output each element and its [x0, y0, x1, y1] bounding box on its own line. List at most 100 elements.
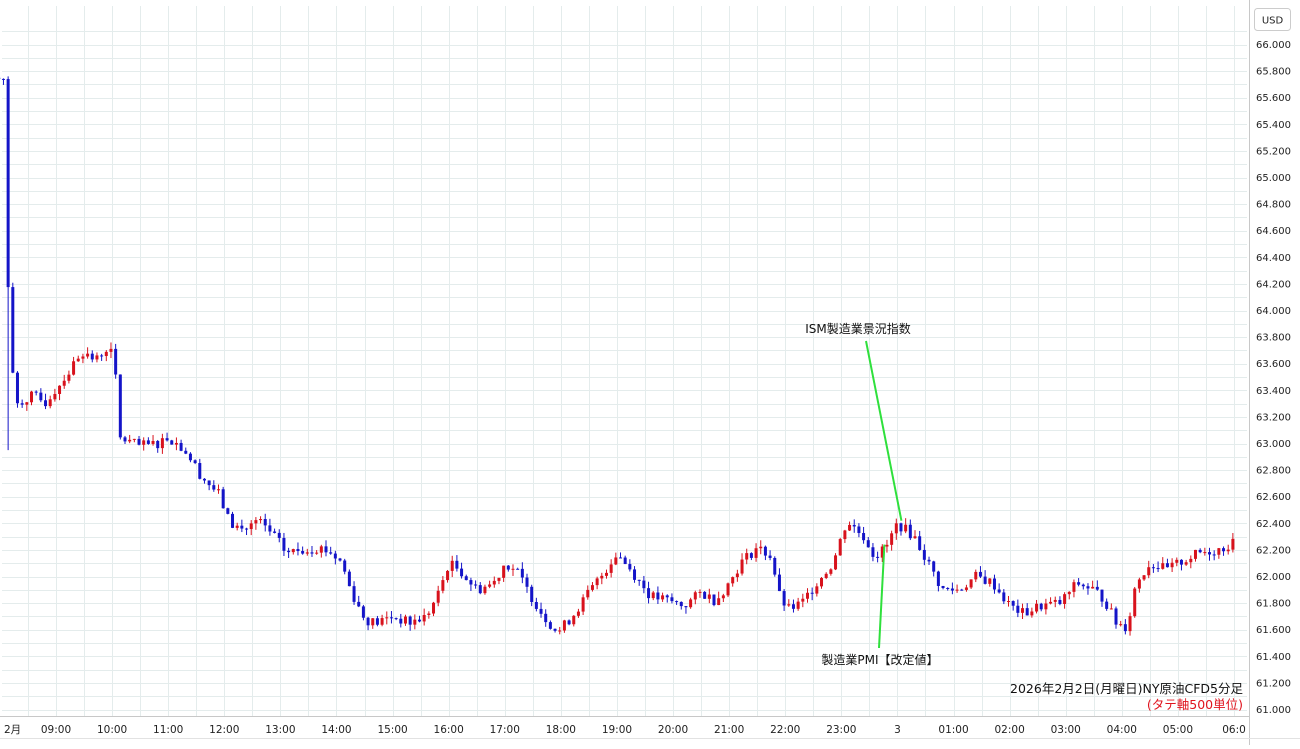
candle-body: [282, 538, 285, 551]
candle-body: [1105, 602, 1108, 609]
candle-body: [1012, 601, 1015, 606]
candle-body: [1180, 560, 1183, 565]
candle-body: [119, 374, 122, 437]
candle-body: [63, 381, 66, 386]
candle-body: [423, 615, 426, 621]
candle-body: [7, 79, 10, 287]
candle-body: [95, 355, 98, 359]
x-tick-label: 20:00: [658, 724, 688, 736]
candle-body: [731, 577, 734, 583]
candle-body: [951, 589, 954, 591]
candle-body: [1222, 548, 1225, 551]
y-tick-label: 64.400: [1256, 253, 1291, 264]
candle-body: [142, 440, 145, 444]
candle-body: [1058, 600, 1061, 604]
candle-body: [1124, 624, 1127, 631]
candle-body: [49, 399, 52, 406]
candle-body: [362, 606, 365, 617]
annotation-ism: ISM製造業景況指数: [805, 321, 911, 336]
candle-body: [437, 591, 440, 603]
candle-body: [2, 79, 5, 80]
candle-body: [479, 585, 482, 593]
candle-body: [1217, 548, 1220, 555]
candle-body: [717, 598, 720, 605]
x-tick-label: 12:00: [209, 724, 239, 736]
candle-body: [100, 355, 103, 356]
candle-body: [614, 557, 617, 564]
candle-body: [212, 485, 215, 489]
candle-body: [231, 514, 234, 528]
candle-body: [736, 574, 739, 578]
candle-body: [909, 525, 912, 538]
candle-body: [946, 588, 949, 589]
candle-body: [44, 400, 47, 406]
y-tick-label: 64.600: [1256, 226, 1291, 237]
candle-body: [956, 590, 959, 591]
candle-body: [577, 612, 580, 616]
candle-body: [932, 561, 935, 571]
candle-body: [787, 604, 790, 605]
candle-body: [427, 614, 430, 615]
candle-body: [156, 441, 159, 448]
x-tick-label: 21:00: [714, 724, 744, 736]
candle-body: [876, 557, 879, 558]
candle-body: [853, 525, 856, 527]
candle-body: [254, 520, 257, 523]
candle-body: [1049, 602, 1052, 604]
y-tick-label: 62.600: [1256, 492, 1291, 503]
candle-body: [801, 599, 804, 602]
candle-body: [39, 393, 42, 401]
candle-body: [1082, 585, 1085, 587]
candle-body: [128, 440, 131, 442]
x-tick-label: 15:00: [377, 724, 407, 736]
candle-body: [741, 560, 744, 574]
candle-body: [1016, 606, 1019, 613]
x-tick-label: 16:00: [434, 724, 464, 736]
x-tick-label: 01:00: [938, 724, 968, 736]
candle-body: [198, 463, 201, 479]
candle-body: [689, 599, 692, 607]
candle-body: [123, 437, 126, 441]
candle-body: [488, 584, 491, 586]
candle-body: [544, 614, 547, 622]
candle-body: [1068, 592, 1071, 594]
candle-body: [226, 508, 229, 514]
candle-body: [862, 533, 865, 540]
candle-body: [446, 571, 449, 580]
candle-body: [58, 386, 61, 394]
candle-body: [166, 438, 169, 440]
candle-body: [984, 577, 987, 584]
candle-body: [829, 569, 832, 573]
candle-body: [647, 588, 650, 598]
candle-body: [268, 525, 271, 531]
candle-body: [1100, 590, 1103, 602]
candle-body: [582, 597, 585, 611]
candle-body: [1072, 582, 1075, 592]
candle-body: [161, 438, 164, 448]
candle-body: [890, 533, 893, 545]
candle-body: [1138, 579, 1141, 588]
candle-body: [91, 354, 94, 360]
candle-body: [1175, 560, 1178, 563]
currency-label: USD: [1262, 16, 1284, 27]
candle-body: [133, 439, 136, 440]
candle-body: [942, 586, 945, 588]
candle-body: [1040, 604, 1043, 610]
candle-body: [998, 590, 1001, 593]
y-tick-label: 65.400: [1256, 120, 1291, 131]
candle-body: [1161, 563, 1164, 569]
candle-body: [554, 629, 557, 631]
candle-body: [278, 533, 281, 538]
candle-body: [811, 593, 814, 594]
candle-body: [301, 551, 304, 554]
candle-body: [970, 579, 973, 587]
candle-body: [320, 546, 323, 552]
candle-body: [563, 620, 566, 630]
candle-body: [895, 523, 898, 533]
candle-body: [170, 440, 173, 444]
candle-body: [138, 439, 141, 445]
y-tick-label: 61.400: [1256, 652, 1291, 663]
candle-body: [35, 392, 38, 393]
